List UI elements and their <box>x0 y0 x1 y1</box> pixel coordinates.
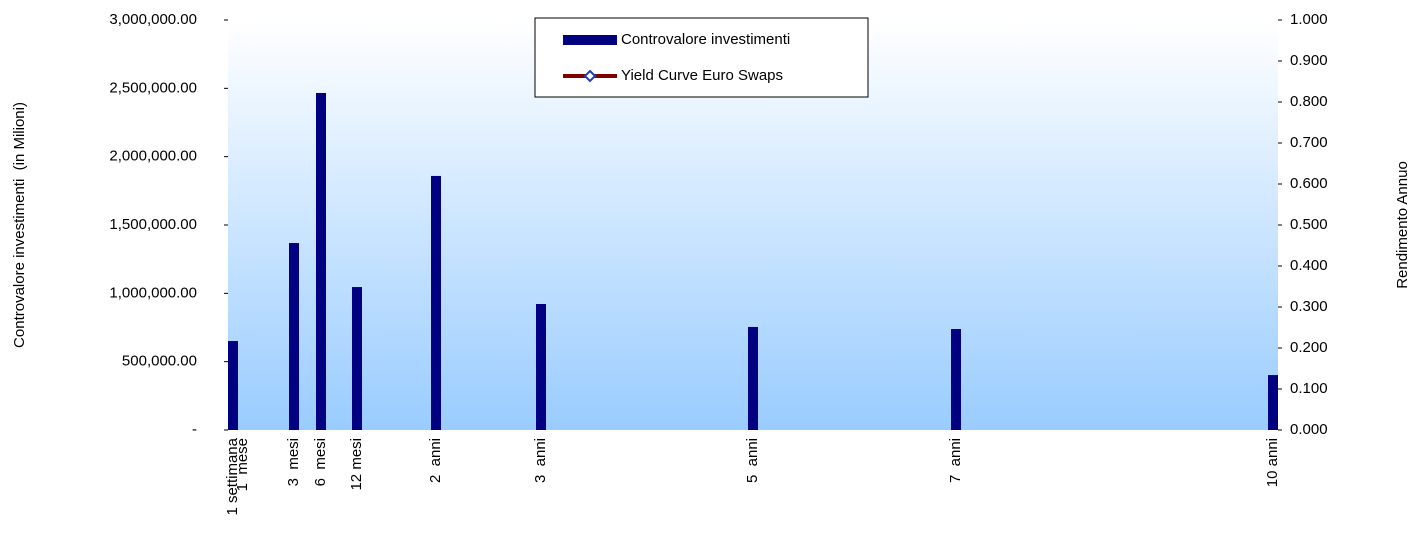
y2-tick-label: 0.200 <box>1290 339 1328 356</box>
bar <box>289 243 299 430</box>
bar <box>951 329 961 430</box>
bar <box>748 326 758 430</box>
y2-tick-label: 0.900 <box>1290 52 1328 69</box>
legend-marker <box>583 69 597 83</box>
y2-tick-label: 0.600 <box>1290 175 1328 192</box>
bar <box>228 341 238 430</box>
y2-tick-label: 0.300 <box>1290 298 1328 315</box>
y2-tick-label: 1.000 <box>1290 11 1328 28</box>
legend-box <box>534 17 869 98</box>
bar <box>1268 375 1278 430</box>
x-tick-label: 10 anni <box>1264 438 1281 487</box>
x-tick-label: 1 settimana <box>224 437 241 515</box>
y-tick-label: 2,500,000.00 <box>109 79 197 96</box>
y-tick-label: 1,000,000.00 <box>109 284 197 301</box>
y2-tick-label: 0.400 <box>1290 257 1328 274</box>
x-tick-label: 7 anni <box>947 438 964 483</box>
bar <box>431 175 441 430</box>
y-axis-title: Controvalore investimenti (in Milioni) <box>11 102 28 348</box>
y-tick-label: 500,000.00 <box>122 353 197 370</box>
x-tick-label: 5 anni <box>744 438 761 483</box>
y2-tick-label: 0.100 <box>1290 380 1328 397</box>
legend-label: Controvalore investimenti <box>621 31 790 48</box>
bar <box>536 303 546 430</box>
y2-tick-label: 0.800 <box>1290 93 1328 110</box>
x-tick-label: 6 mesi <box>312 438 329 486</box>
y2-tick-label: 0.700 <box>1290 134 1328 151</box>
bar <box>316 92 326 430</box>
y2-tick-label: 0.500 <box>1290 216 1328 233</box>
legend-label: Yield Curve Euro Swaps <box>621 67 783 84</box>
y-tick-label: 3,000,000.00 <box>109 11 197 28</box>
y-tick-label: 1,500,000.00 <box>109 216 197 233</box>
x-tick-label: 12 mesi <box>348 438 365 491</box>
y-tick-label: - <box>192 421 197 438</box>
x-tick-label: 1 mese <box>234 438 251 491</box>
bar <box>352 287 362 430</box>
y2-axis-title: Rendimento Annuo <box>1394 161 1411 289</box>
legend-swatch <box>563 35 617 45</box>
y2-tick-label: 0.000 <box>1290 421 1328 438</box>
y-tick-label: 2,000,000.00 <box>109 148 197 165</box>
x-tick-label: 2 anni <box>427 438 444 483</box>
x-tick-label: 3 mesi <box>285 438 302 486</box>
x-tick-label: 3 anni <box>532 438 549 483</box>
